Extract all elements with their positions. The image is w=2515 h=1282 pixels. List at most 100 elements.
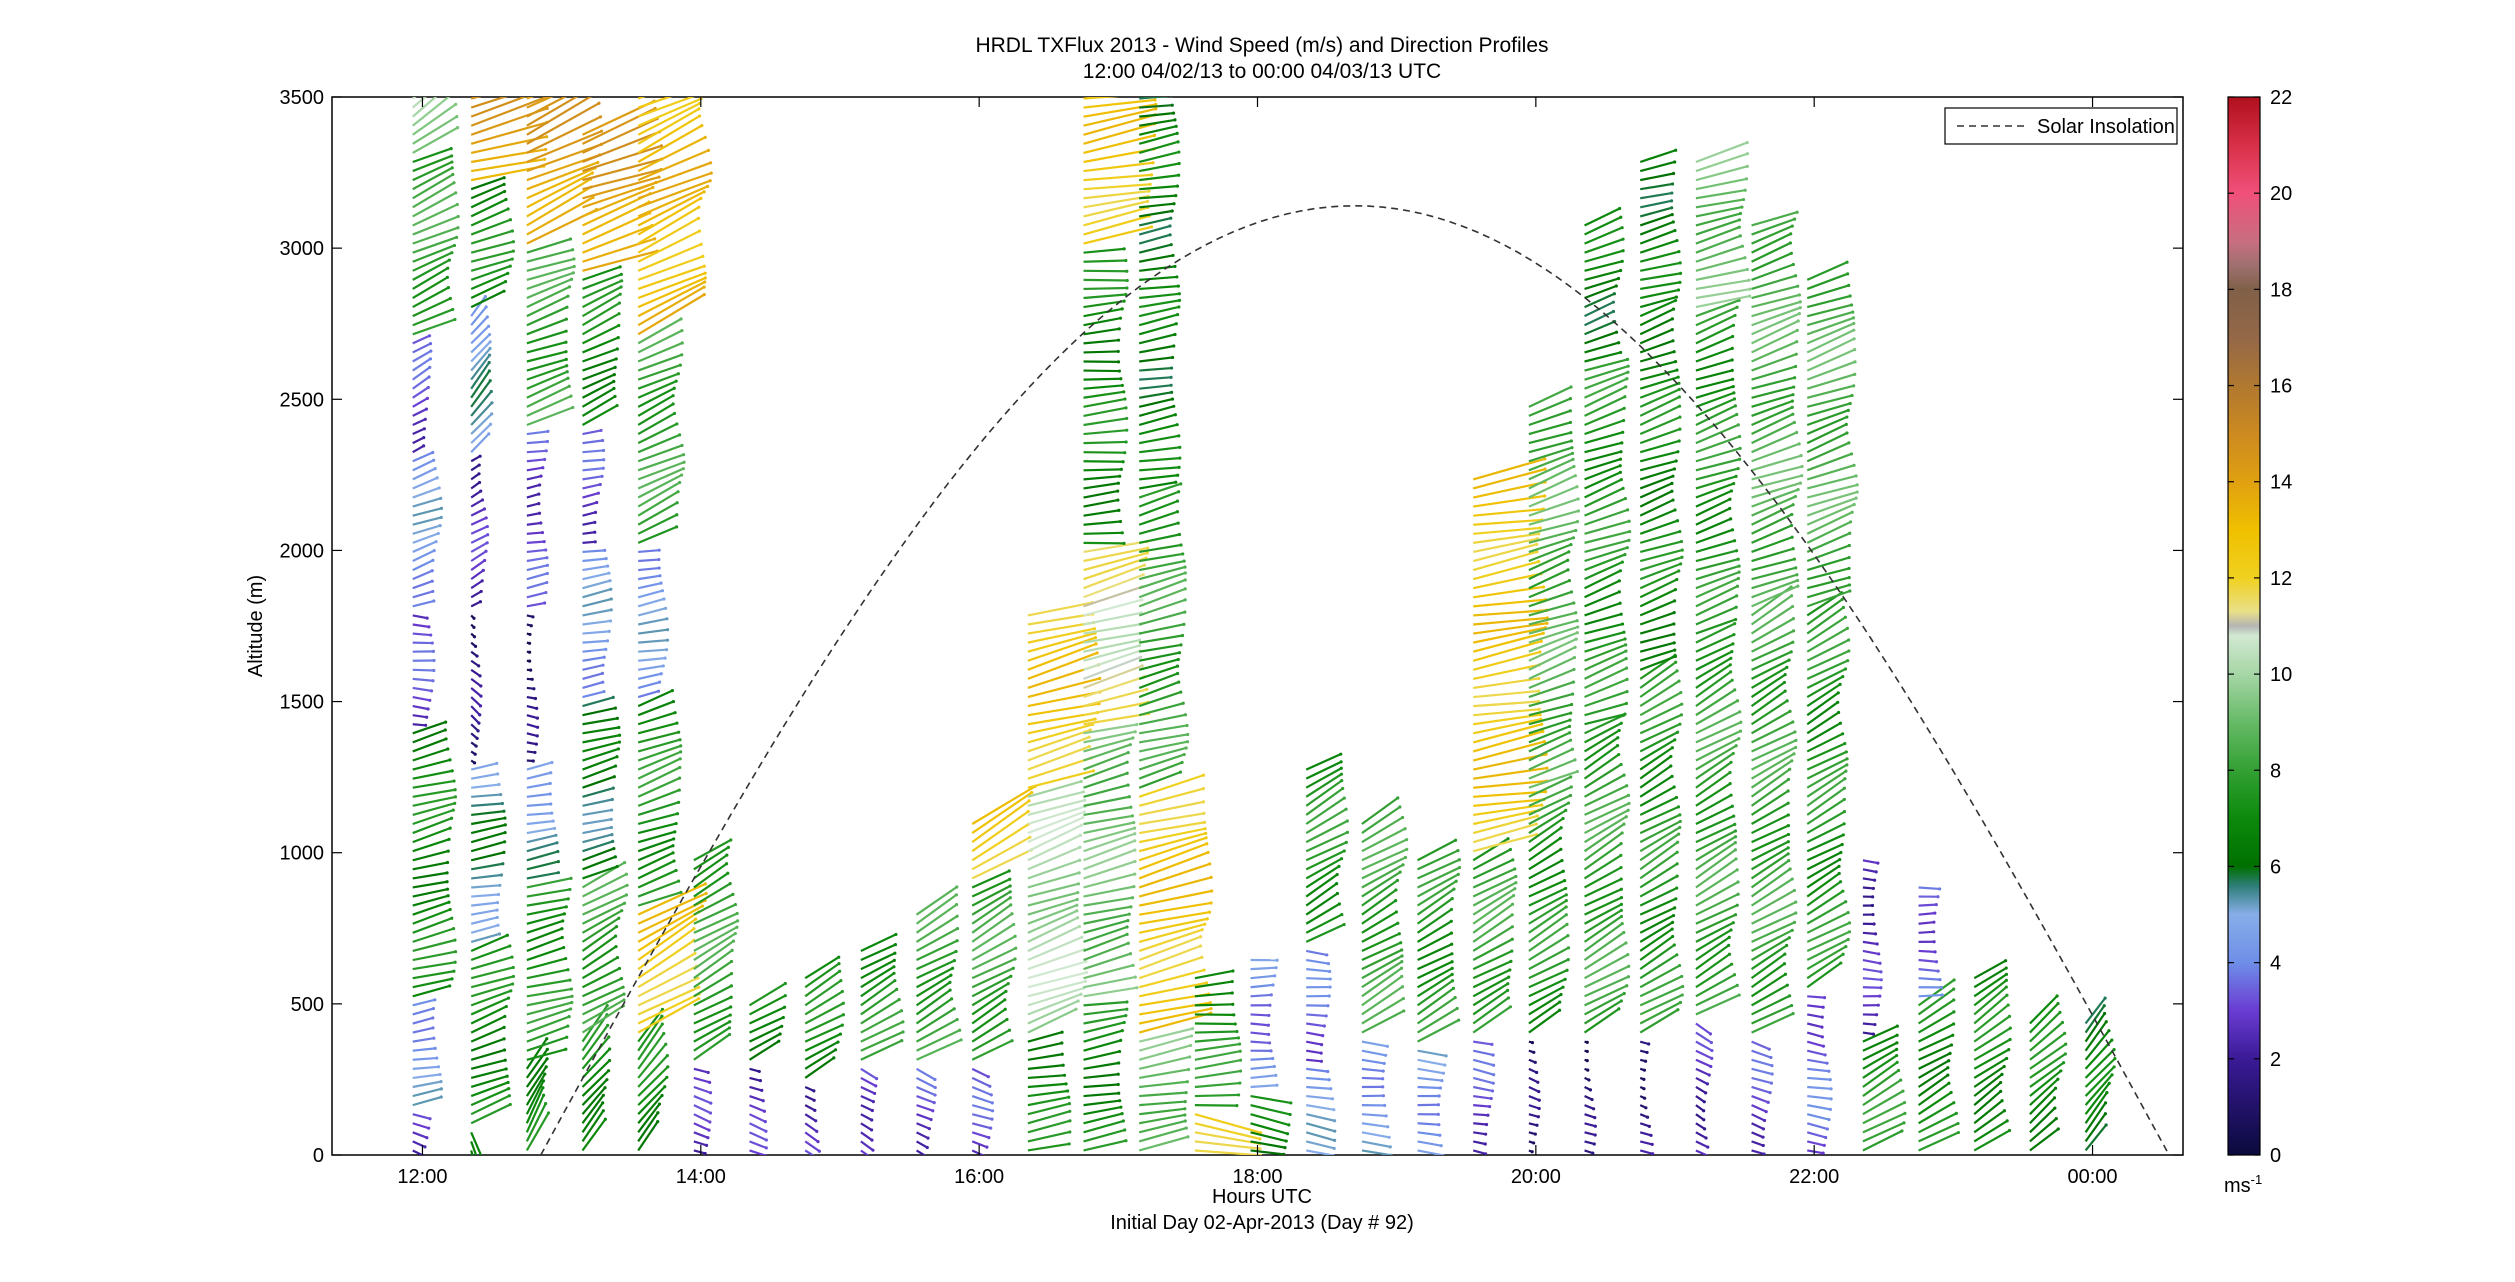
wind-vector-head	[1590, 1097, 1594, 1102]
wind-vector-head	[1205, 917, 1209, 921]
wind-vector	[582, 347, 618, 363]
wind-vector-head	[543, 157, 547, 161]
wind-vector-head	[1506, 982, 1510, 986]
wind-vector	[526, 512, 540, 517]
wind-vector	[1083, 1092, 1119, 1098]
wind-vector-head	[1386, 1125, 1390, 1129]
wind-vector	[1695, 984, 1738, 1007]
wind-vector-head	[477, 472, 481, 476]
wind-vector-head	[604, 647, 608, 651]
wind-vector	[1862, 1121, 1905, 1143]
wind-vector-head	[1840, 597, 1844, 601]
wind-vector-head	[1012, 922, 1016, 927]
wind-vector-head	[1116, 360, 1121, 364]
wind-vector-head	[1183, 578, 1187, 582]
wind-vector	[1083, 839, 1136, 862]
wind-vector-head	[426, 385, 430, 390]
wind-vector	[1083, 743, 1131, 762]
wind-vector-head	[1565, 968, 1569, 972]
wind-vector	[582, 279, 623, 300]
wind-vector	[637, 206, 700, 245]
wind-vector	[1751, 911, 1797, 934]
wind-vector-head	[1381, 1077, 1385, 1081]
wind-vector-head	[490, 401, 494, 405]
wind-vector	[1750, 690, 1786, 717]
wind-vector-head	[1184, 746, 1188, 750]
wind-vector-head	[610, 833, 614, 837]
wind-vector-head	[616, 336, 620, 340]
wind-vector-head	[663, 606, 668, 610]
wind-vector	[1639, 985, 1684, 1007]
wind-vector-head	[1762, 1118, 1767, 1123]
wind-vector	[470, 762, 498, 771]
wind-vector-head	[1170, 390, 1174, 394]
wind-vector-head	[1534, 822, 1538, 826]
wind-vector-head	[1132, 885, 1136, 889]
wind-vector	[693, 1085, 711, 1094]
wind-vector	[1639, 499, 1674, 517]
wind-vector-head	[1083, 798, 1087, 802]
wind-vector-head	[1171, 253, 1175, 258]
wind-vector-head	[1330, 1097, 1335, 1101]
wind-vector-head	[488, 332, 492, 337]
wind-vector	[1806, 900, 1847, 925]
wind-vector	[637, 859, 675, 880]
wind-vector-head	[566, 1024, 570, 1028]
wind-vector-head	[615, 864, 619, 869]
wind-vector-head	[1729, 928, 1733, 932]
wind-vector-head	[697, 107, 701, 111]
wind-vector-head	[1854, 474, 1858, 478]
wind-vector	[526, 377, 569, 399]
wind-vector	[1528, 893, 1567, 916]
wind-vector	[1806, 474, 1857, 490]
wind-vector	[1138, 1119, 1186, 1134]
wind-vector-head	[478, 600, 483, 604]
wind-vector	[1361, 806, 1401, 834]
wind-vector	[2084, 1124, 2107, 1152]
wind-vector-head	[1117, 1091, 1121, 1095]
wind-vector-head	[1786, 832, 1790, 837]
wind-vector	[637, 513, 678, 535]
wind-vector-head	[541, 466, 545, 470]
wind-vector-head	[1593, 1115, 1597, 1120]
wind-vector-head	[1126, 751, 1130, 755]
wind-vector	[1473, 790, 1546, 798]
wind-vector	[693, 1095, 712, 1105]
wind-vector	[1138, 832, 1206, 853]
wind-vector-head	[2055, 994, 2059, 998]
wind-vector	[1695, 397, 1735, 417]
wind-vector	[637, 617, 668, 626]
wind-vector-head	[564, 1047, 568, 1051]
wind-vector-head	[504, 197, 508, 202]
wind-vector	[1138, 740, 1188, 753]
wind-vector	[1528, 934, 1569, 961]
wind-vector-head	[478, 454, 482, 458]
wind-vector-head	[656, 1120, 660, 1124]
wind-vector	[1027, 824, 1082, 853]
wind-vector-head	[1176, 521, 1180, 525]
wind-vector	[1750, 681, 1786, 707]
wind-vector-head	[1120, 307, 1124, 311]
wind-vector	[915, 981, 951, 1007]
wind-vector	[582, 492, 599, 499]
wind-vector	[1138, 923, 1205, 943]
wind-vector-head	[607, 1035, 611, 1039]
wind-vector-head	[1178, 456, 1182, 460]
wind-vector	[2029, 1107, 2056, 1134]
wind-vector-head	[1842, 822, 1846, 826]
wind-vector-head	[933, 1085, 937, 1090]
wind-vector	[1917, 1074, 1949, 1097]
wind-vector	[637, 467, 684, 490]
wind-vector-head	[1204, 836, 1208, 840]
wind-vector-head	[2059, 1069, 2063, 1073]
wind-vector	[1695, 815, 1735, 835]
wind-vector-head	[2102, 1011, 2107, 1016]
wind-vector	[470, 714, 480, 724]
wind-vector-head	[1283, 1146, 1287, 1150]
wind-vector	[470, 678, 482, 687]
wind-vector-head	[1851, 310, 1855, 314]
wind-vector-head	[1094, 642, 1098, 646]
wind-vector-head	[1236, 1093, 1241, 1097]
wind-vector	[1584, 613, 1622, 626]
wind-vector-head	[665, 617, 669, 621]
